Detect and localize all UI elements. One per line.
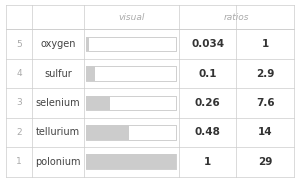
Bar (86, 66, 176, 81)
Text: oxygen: oxygen (40, 39, 76, 49)
Bar (86, 66, 95, 81)
Bar (86, 155, 176, 169)
Text: 0.26: 0.26 (195, 98, 220, 108)
Bar (86, 37, 176, 52)
Text: 2.9: 2.9 (256, 69, 274, 79)
Bar (86, 37, 89, 52)
Bar (86, 155, 176, 169)
Text: 3: 3 (16, 98, 22, 108)
Text: 7.6: 7.6 (256, 98, 274, 108)
Text: 5: 5 (16, 40, 22, 49)
Bar (86, 96, 110, 110)
Text: polonium: polonium (35, 157, 81, 167)
Bar (86, 155, 176, 169)
Text: 1: 1 (16, 157, 22, 166)
Text: 0.1: 0.1 (198, 69, 217, 79)
Text: 14: 14 (258, 127, 272, 137)
Text: 2: 2 (16, 128, 22, 137)
Bar (86, 66, 176, 81)
Bar (86, 125, 176, 140)
Bar (86, 96, 176, 110)
Bar (86, 125, 176, 140)
Text: ratios: ratios (224, 13, 249, 22)
Text: sulfur: sulfur (44, 69, 72, 79)
Bar (86, 37, 176, 52)
Bar (86, 125, 130, 140)
Text: 1: 1 (204, 157, 211, 167)
Bar (86, 96, 176, 110)
Text: 0.034: 0.034 (191, 39, 224, 49)
Text: 0.48: 0.48 (195, 127, 220, 137)
Text: 29: 29 (258, 157, 272, 167)
Text: 1: 1 (262, 39, 269, 49)
Text: visual: visual (118, 13, 145, 22)
Text: selenium: selenium (35, 98, 80, 108)
Text: 4: 4 (16, 69, 22, 78)
Text: tellurium: tellurium (36, 127, 80, 137)
